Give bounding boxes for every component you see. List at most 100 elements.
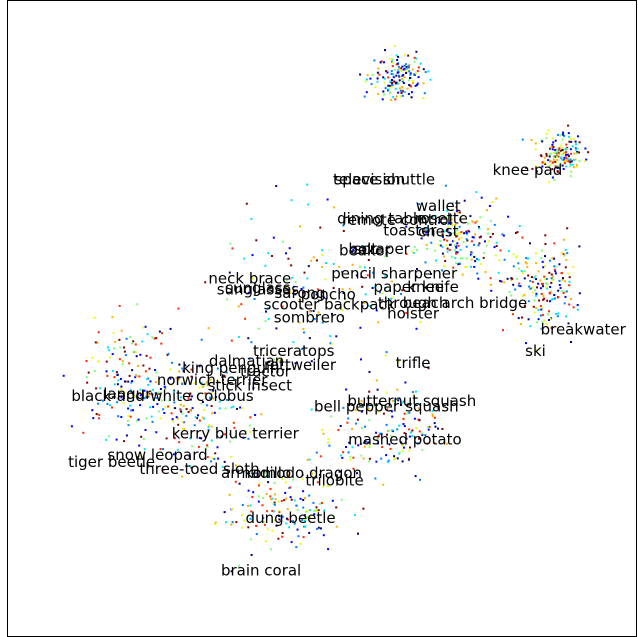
scatter-point <box>559 162 562 165</box>
scatter-point <box>457 263 460 266</box>
scatter-point <box>303 271 306 274</box>
point-label: dining table <box>337 209 426 227</box>
scatter-point <box>210 391 213 394</box>
scatter-point <box>193 382 196 385</box>
scatter-point <box>290 199 293 202</box>
scatter-point <box>173 431 176 434</box>
scatter-point <box>383 405 386 408</box>
scatter-point <box>356 469 359 472</box>
scatter-point <box>544 234 547 237</box>
scatter-point <box>455 235 458 238</box>
point-label: through arch bridge <box>378 294 527 312</box>
scatter-point <box>397 71 400 74</box>
scatter-point <box>131 369 134 372</box>
scatter-point <box>570 341 572 343</box>
scatter-point <box>401 444 404 447</box>
scatter-point <box>345 388 348 391</box>
scatter-point <box>574 158 577 161</box>
scatter-point <box>363 445 366 448</box>
scatter-point <box>569 159 572 162</box>
scatter-point <box>544 255 546 258</box>
scatter-point <box>418 203 421 206</box>
scatter-point <box>535 294 538 297</box>
scatter-point <box>111 316 114 319</box>
scatter-point <box>241 526 244 529</box>
point-label: poncho <box>301 286 356 304</box>
scatter-point <box>434 425 437 428</box>
scatter-point <box>456 229 459 232</box>
scatter-point <box>92 417 95 420</box>
scatter-point <box>298 298 301 301</box>
scatter-point <box>426 426 429 428</box>
scatter-point <box>503 258 506 261</box>
scatter-point <box>541 321 544 324</box>
scatter-point <box>535 307 538 310</box>
scatter-point <box>116 383 119 386</box>
scatter-point <box>551 257 554 260</box>
scatter-point <box>252 387 255 389</box>
scatter-point <box>428 425 431 428</box>
scatter-point <box>212 389 215 392</box>
scatter-point <box>386 461 389 464</box>
scatter-point <box>331 499 334 502</box>
scatter-point <box>85 360 88 362</box>
scatter-point <box>411 68 414 71</box>
scatter-point <box>377 442 379 445</box>
scatter-point <box>269 495 272 498</box>
scatter-point <box>383 61 385 64</box>
scatter-point <box>402 68 405 71</box>
scatter-point <box>134 376 137 379</box>
scatter-point <box>552 156 555 159</box>
scatter-point <box>243 519 245 522</box>
scatter-point <box>127 415 130 417</box>
scatter-point <box>289 486 292 489</box>
scatter-point <box>155 431 158 434</box>
scatter-point <box>556 152 559 155</box>
scatter-point <box>317 526 320 529</box>
scatter-point <box>508 291 511 293</box>
scatter-point <box>498 259 501 262</box>
scatter-point <box>190 395 193 398</box>
scatter-point <box>379 433 382 436</box>
scatter-point <box>302 506 305 509</box>
scatter-point <box>109 404 111 407</box>
scatter-point <box>360 454 363 457</box>
scatter-point <box>542 294 545 297</box>
scatter-point <box>545 322 548 325</box>
scatter-point <box>473 243 475 246</box>
scatter-point <box>379 398 382 401</box>
scatter-point <box>139 388 142 391</box>
scatter-point <box>177 307 180 310</box>
scatter-point <box>562 277 564 280</box>
scatter-point <box>433 416 436 419</box>
scatter-point <box>292 341 295 344</box>
scatter-point <box>550 281 553 284</box>
scatter-point <box>550 163 553 166</box>
scatter-point <box>111 353 114 356</box>
scatter-point <box>391 429 394 432</box>
scatter-point <box>342 230 345 232</box>
scatter-point <box>335 335 338 338</box>
scatter-point <box>147 393 150 396</box>
scatter-point <box>552 146 555 148</box>
scatter-point <box>379 61 382 64</box>
scatter-point <box>534 289 537 292</box>
scatter-point <box>272 510 275 513</box>
scatter-point <box>299 497 302 500</box>
scatter-point <box>557 296 560 298</box>
scatter-point <box>355 422 357 425</box>
scatter-point <box>404 91 407 94</box>
scatter-point <box>414 84 417 87</box>
scatter-point <box>399 89 402 92</box>
scatter-point <box>549 300 551 303</box>
scatter-point <box>548 153 551 156</box>
scatter-point <box>575 164 578 167</box>
scatter-point <box>201 401 204 403</box>
scatter-point <box>134 395 136 397</box>
scatter-point <box>95 413 98 415</box>
scatter-point <box>304 510 307 513</box>
scatter-point <box>396 62 399 65</box>
scatter-point <box>126 419 129 422</box>
scatter-point <box>225 371 228 374</box>
point-label: tractor <box>240 362 292 380</box>
